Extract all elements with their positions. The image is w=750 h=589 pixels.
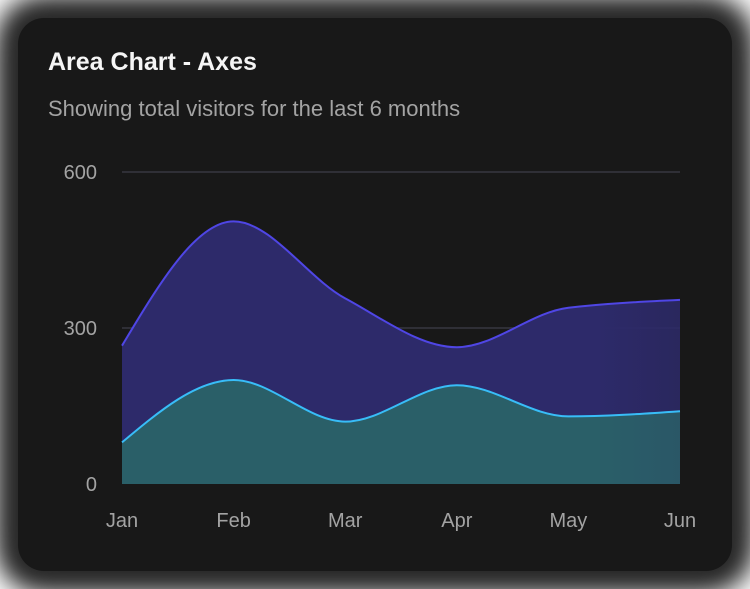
line-mobile xyxy=(121,378,681,444)
area-mobile xyxy=(122,380,680,484)
x-tick-label: May xyxy=(550,510,588,532)
card-subtitle: Showing total visitors for the last 6 mo… xyxy=(48,96,461,121)
x-tick-label: Mar xyxy=(328,510,363,532)
x-tick-label: Jan xyxy=(106,510,138,532)
x-tick-label: Jun xyxy=(664,510,696,532)
y-tick-label: 600 xyxy=(64,162,97,184)
y-tick-label: 300 xyxy=(64,318,97,340)
x-tick-label: Feb xyxy=(216,510,250,532)
line-desktop xyxy=(121,220,681,349)
y-tick-label: 0 xyxy=(86,474,97,496)
x-tick-label: Apr xyxy=(441,510,472,532)
card-title: Area Chart - Axes xyxy=(48,48,257,76)
